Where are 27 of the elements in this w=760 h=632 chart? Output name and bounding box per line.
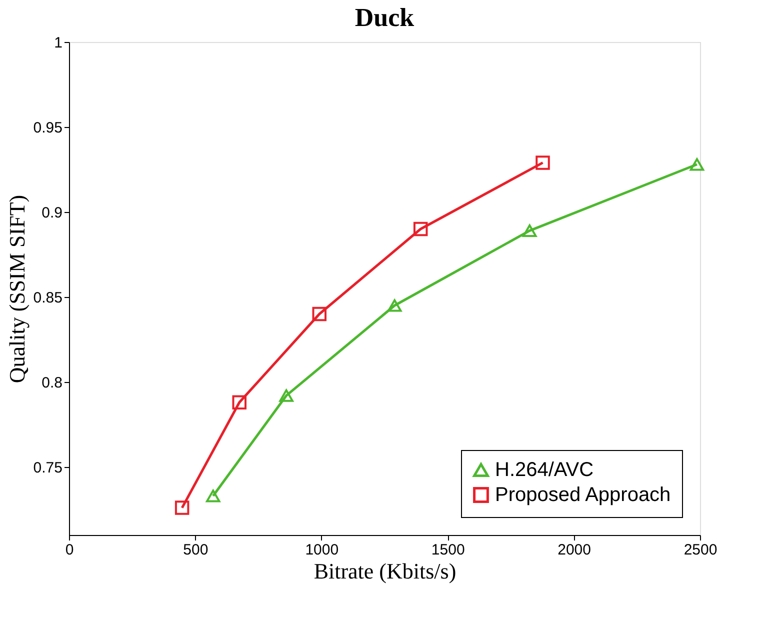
chart-title: Duck xyxy=(354,3,415,32)
y-tick-label: 0.85 xyxy=(33,290,62,306)
y-tick-label: 0.75 xyxy=(33,460,62,476)
x-axis-title: Bitrate (Kbits/s) xyxy=(314,558,456,584)
y-tick-label: 1 xyxy=(54,34,62,52)
y-tick-label: 0.8 xyxy=(42,374,62,392)
point xyxy=(279,389,294,402)
x-tick-label: 2000 xyxy=(558,542,591,558)
x-tick-label: 1500 xyxy=(431,542,465,558)
x-tick-label: 0 xyxy=(65,542,74,558)
point xyxy=(413,222,428,236)
y-axis-title: Quality (SSIM SIFT) xyxy=(4,194,30,384)
point xyxy=(174,500,190,515)
point xyxy=(522,224,537,238)
point xyxy=(536,156,550,170)
y-tick-label: 0.9 xyxy=(42,204,62,222)
legend-label: H.264/AVC xyxy=(495,459,594,481)
point xyxy=(206,490,220,502)
point xyxy=(232,395,246,410)
legend-label: Proposed Approach xyxy=(495,484,671,506)
point xyxy=(387,299,402,312)
point xyxy=(690,158,704,171)
y-tick-label: 0.95 xyxy=(33,120,62,136)
x-tick-label: 1000 xyxy=(305,542,339,558)
x-tick-label: 500 xyxy=(183,542,208,558)
x-tick-label: 2500 xyxy=(684,542,718,558)
point xyxy=(312,306,327,322)
